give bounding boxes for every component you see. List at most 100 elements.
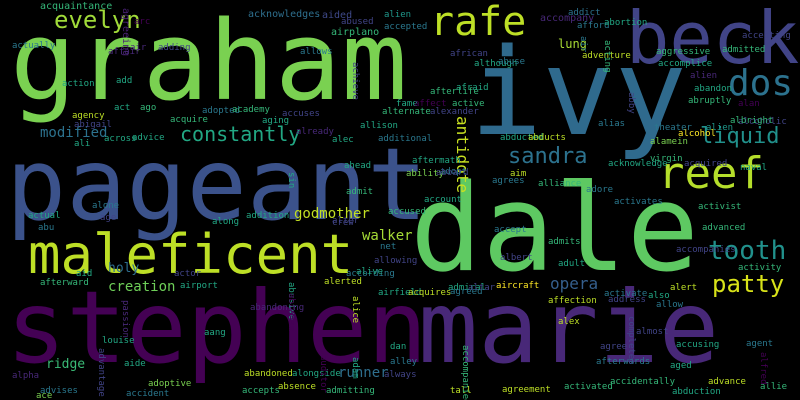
word-ridge: ridge: [46, 357, 86, 372]
word-adding: adding: [158, 43, 191, 53]
word-agency: agency: [72, 111, 105, 121]
word-alpha: alpha: [12, 371, 40, 381]
word-advantage: advantage: [96, 348, 106, 397]
word-already: already: [296, 127, 334, 137]
word-afraid: afraid: [456, 83, 489, 93]
word-accusing: accusing: [676, 340, 720, 350]
word-accompanies: accompanies: [676, 245, 736, 255]
word-sandra: sandra: [508, 144, 588, 169]
word-aggressive: aggressive: [656, 47, 711, 57]
word-naval: naval: [740, 163, 768, 173]
word-creation: creation: [108, 279, 176, 295]
word-acquaintance: acquaintance: [40, 1, 113, 12]
word-auditor: auditor: [318, 355, 328, 393]
word-acquired: acquired: [684, 159, 728, 169]
word-addict: addict: [568, 8, 601, 18]
word-activate: activate: [604, 289, 648, 299]
word-maleficent: maleficent: [28, 223, 354, 286]
word-admitting: admitting: [326, 386, 375, 396]
word-almost: almost: [636, 327, 669, 337]
word-accompany: accompany: [540, 13, 595, 24]
word-abusive: abusive: [286, 282, 296, 320]
word-alongside: alongside: [292, 369, 341, 379]
word-alter: alter: [332, 216, 360, 226]
word-becky: becky: [626, 0, 800, 80]
word-absence: absence: [278, 382, 316, 392]
word-always: always: [384, 370, 417, 380]
word-advises: advises: [40, 386, 78, 396]
word-additional: additional: [378, 134, 433, 144]
word-alan: alan: [738, 99, 760, 109]
word-pageant: pageant: [6, 126, 428, 243]
word-adoptive: adoptive: [148, 379, 192, 389]
word-alec: alec: [332, 135, 354, 145]
word-abby: abby: [626, 92, 636, 114]
word-aim: aim: [510, 169, 527, 179]
word-affect: affect: [414, 99, 447, 109]
word-accused: accused: [388, 207, 426, 217]
word-evelyn: evelyn: [54, 6, 141, 34]
word-albright: albright: [730, 116, 774, 126]
word-acknowledge: acknowledge: [608, 159, 668, 169]
word-allison: allison: [360, 121, 398, 131]
word-liquid: liquid: [700, 124, 780, 149]
word-accomplice: accomplice: [658, 59, 713, 69]
word-acting: acting: [602, 40, 612, 73]
word-alone: alone: [92, 201, 120, 211]
word-agent: agent: [746, 339, 774, 349]
word-theater: theater: [654, 123, 692, 133]
word-alley: alley: [390, 357, 418, 367]
word-tall: tall: [450, 386, 472, 396]
word-airplano: airplano: [331, 27, 380, 38]
word-agrees: agrees: [492, 176, 525, 186]
word-abruptly: abruptly: [688, 96, 732, 106]
word-alfred: alfred: [758, 352, 768, 385]
word-accuses: accuses: [282, 109, 320, 119]
word-abandon: abandon: [694, 84, 732, 94]
word-dale: dale: [410, 160, 699, 299]
word-active: active: [452, 99, 485, 109]
word-reef: reef: [658, 148, 764, 199]
word-ago: ago: [140, 103, 157, 113]
word-activity: activity: [738, 263, 782, 273]
word-abandoning: abandoning: [250, 303, 305, 313]
word-advanced: advanced: [702, 223, 746, 233]
word-add: add: [116, 76, 133, 86]
word-air: air: [130, 43, 147, 53]
word-aide: aide: [124, 359, 146, 369]
word-admiral: admiral: [448, 283, 486, 293]
word-age: age: [100, 213, 117, 223]
word-alice: alice: [350, 296, 360, 324]
word-adopted: adopted: [202, 106, 240, 116]
word-louise: louise: [102, 336, 135, 346]
word-marie: marie: [418, 269, 720, 386]
word-admit: admit: [346, 187, 374, 197]
word-fame: fame: [396, 99, 418, 109]
word-afford: afford: [577, 21, 610, 31]
word-aircraft: aircraft: [496, 281, 540, 291]
word-accompanied: accompanied: [460, 345, 470, 400]
word-graham: graham: [10, 0, 408, 125]
word-affair: affair: [108, 47, 141, 57]
word-achieve: achieve: [350, 62, 360, 100]
word-action: action: [62, 79, 95, 89]
word-abandoned: abandoned: [244, 369, 293, 379]
word-completes: completes: [626, 316, 636, 365]
word-ace: ace: [36, 391, 53, 400]
word-affection: affection: [548, 296, 597, 306]
word-crew: crew: [332, 218, 354, 228]
word-abducted: abducted: [500, 133, 544, 143]
word-account: account: [424, 195, 462, 205]
word-aang: aang: [204, 328, 226, 338]
word-agreed: agreed: [450, 287, 483, 297]
word-dos: dos: [728, 63, 794, 104]
word-addition: addition: [246, 211, 290, 221]
word-alcohol: alcohol: [678, 129, 716, 139]
word-activated: activated: [564, 382, 613, 392]
word-across: across: [104, 134, 137, 144]
word-alive: alive: [356, 267, 384, 277]
word-although: although: [474, 59, 518, 69]
word-modified: modified: [40, 125, 108, 141]
word-actually: actually: [12, 41, 56, 51]
word-alien: alien: [706, 123, 734, 133]
